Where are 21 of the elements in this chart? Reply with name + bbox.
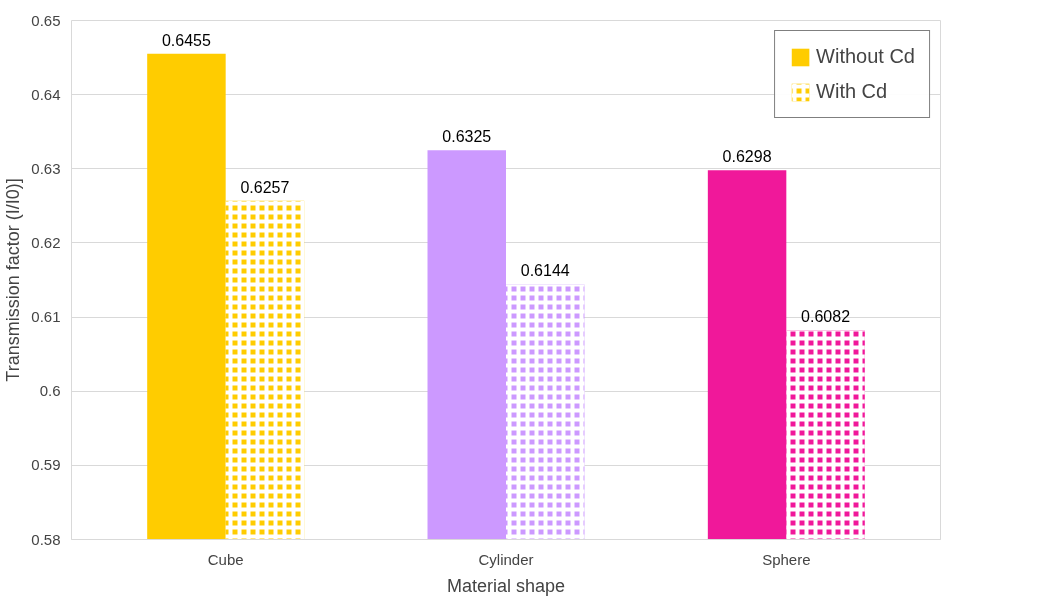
legend-label: Without Cd: [816, 45, 915, 68]
y-axis-title: Transmission factor (I/I0)]: [3, 178, 24, 382]
data-label: 0.6082: [801, 308, 851, 326]
legend-label: With Cd: [816, 80, 888, 103]
data-label: 0.6325: [442, 128, 492, 146]
y-tick-label: 0.61: [31, 308, 61, 326]
y-tick-label: 0.65: [31, 11, 61, 29]
data-label: 0.6257: [240, 178, 290, 196]
x-tick-label: Cube: [207, 550, 244, 568]
data-label: 0.6455: [161, 31, 211, 49]
y-tick-label: 0.6: [39, 382, 61, 400]
y-tick-label: 0.59: [31, 456, 61, 474]
x-axis-title: Material shape: [446, 575, 566, 596]
x-tick-label: Sphere: [762, 550, 811, 568]
x-tick-label: Cylinder: [478, 550, 534, 568]
y-tick-label: 0.63: [31, 159, 61, 177]
y-tick-label: 0.62: [31, 233, 61, 251]
data-label: 0.6298: [722, 148, 772, 166]
y-tick-label: 0.58: [31, 530, 61, 548]
y-tick-label: 0.64: [31, 85, 61, 103]
data-label: 0.6144: [520, 262, 570, 280]
